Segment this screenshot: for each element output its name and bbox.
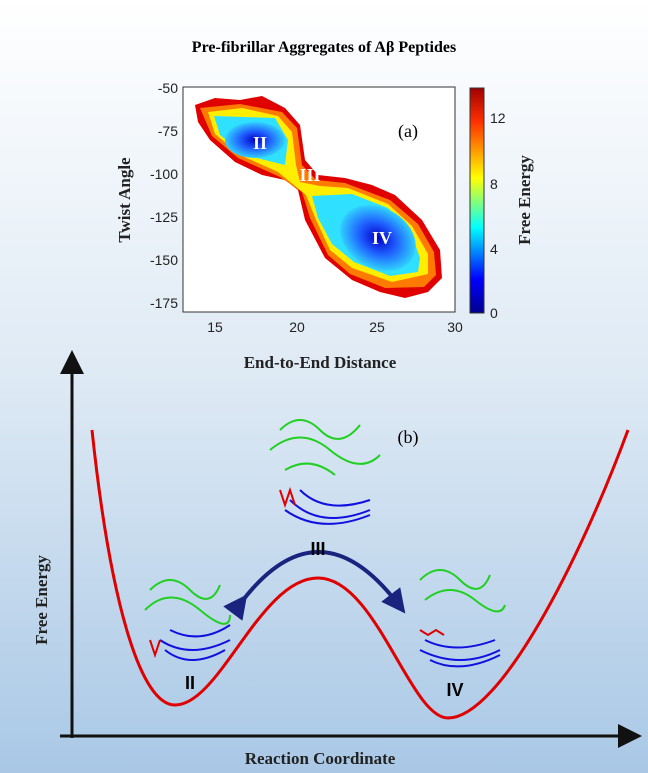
protein-structures: [144, 419, 506, 668]
colorbar: [469, 87, 485, 314]
y-tick-label: -50: [158, 80, 178, 96]
energy-curve: [90, 429, 630, 720]
colorbar-label: Free Energy: [515, 155, 534, 245]
state-label: IV: [372, 228, 392, 248]
y-axis-label: Free Energy: [32, 555, 51, 645]
x-tick-label: 20: [289, 319, 305, 335]
y-tick-label: -125: [150, 209, 178, 225]
panel-label: (a): [398, 121, 418, 142]
x-tick-label: 25: [369, 319, 385, 335]
y-tick-label: -75: [158, 123, 178, 139]
colorbar-tick-label: 8: [490, 176, 498, 192]
state-label: III: [299, 165, 320, 185]
panel-label: (b): [398, 427, 419, 448]
y-tick-label: -100: [150, 166, 178, 182]
state-label: II: [253, 133, 267, 153]
x-axis-label: Reaction Coordinate: [245, 749, 396, 768]
state-label: II: [185, 673, 195, 693]
state-label: III: [310, 539, 325, 559]
colorbar-tick-label: 4: [490, 241, 498, 257]
state-label: IV: [446, 680, 463, 700]
contour-map: [195, 96, 442, 298]
colorbar-tick-label: 12: [490, 110, 506, 126]
y-axis-label: Twist Angle: [115, 157, 134, 243]
y-tick-label: -175: [150, 295, 178, 311]
title: Pre-fibrillar Aggregates of Aβ Peptides: [192, 39, 456, 56]
x-axis-label: End-to-End Distance: [244, 353, 397, 372]
y-tick-label: -150: [150, 252, 178, 268]
x-tick-label: 15: [207, 319, 223, 335]
transition-arrow: [223, 550, 406, 621]
x-tick-label: 30: [447, 319, 463, 335]
colorbar-tick-label: 0: [490, 305, 498, 321]
